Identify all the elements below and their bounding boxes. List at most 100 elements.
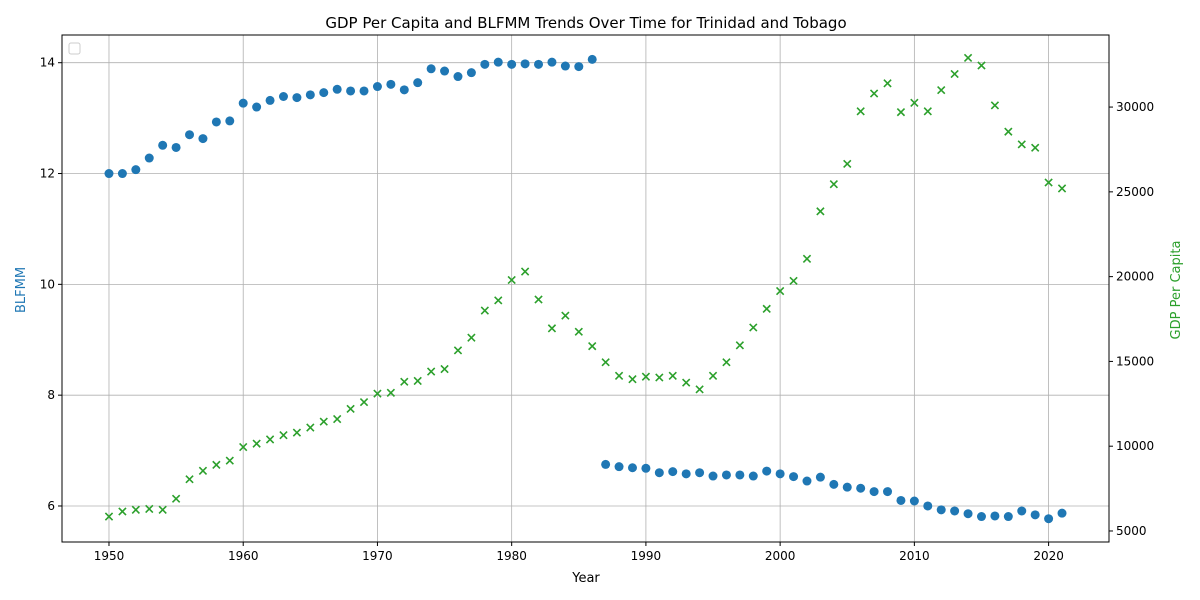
blfmm-point bbox=[1017, 506, 1027, 516]
blfmm-point bbox=[265, 95, 275, 105]
gdp-per-capita-point bbox=[400, 377, 409, 386]
blfmm-point bbox=[627, 463, 637, 473]
gdp-per-capita-point bbox=[655, 373, 664, 382]
x-tick-label: 1980 bbox=[496, 549, 527, 563]
gdp-per-capita-point bbox=[171, 494, 181, 503]
gdp-per-capita-point bbox=[118, 507, 127, 516]
gdp-per-capita-point bbox=[494, 296, 503, 305]
gdp-per-capita-point bbox=[413, 376, 422, 386]
y-left-tick-label: 6 bbox=[47, 499, 55, 513]
blfmm-point bbox=[923, 501, 933, 511]
gdp-per-capita-point bbox=[601, 358, 610, 367]
gdp-per-capita-point bbox=[923, 107, 932, 116]
gdp-per-capita-series bbox=[104, 53, 1067, 521]
gdp-per-capita-point bbox=[359, 397, 369, 407]
blfmm-point bbox=[211, 117, 221, 127]
gdp-per-capita-point bbox=[467, 333, 476, 342]
blfmm-point bbox=[748, 471, 758, 481]
gdp-per-capita-point bbox=[735, 341, 745, 350]
blfmm-point bbox=[560, 61, 570, 71]
gdp-per-capita-point bbox=[990, 101, 1000, 110]
gdp-per-capita-point bbox=[1004, 127, 1013, 136]
blfmm-point bbox=[171, 142, 181, 152]
gdp-per-capita-point bbox=[534, 295, 543, 304]
blfmm-point bbox=[654, 468, 664, 478]
blfmm-point bbox=[708, 471, 718, 481]
blfmm-point bbox=[346, 86, 356, 96]
blfmm-point bbox=[144, 153, 154, 163]
plot-frame bbox=[61, 34, 1110, 543]
gdp-per-capita-point bbox=[547, 324, 557, 333]
gdp-per-capita-point bbox=[346, 404, 355, 414]
gdp-per-capita-point bbox=[1017, 140, 1026, 149]
gdp-per-capita-point bbox=[789, 276, 798, 286]
blfmm-point bbox=[950, 506, 960, 516]
y-right-tick-label: 15000 bbox=[1116, 354, 1154, 368]
blfmm-series bbox=[104, 54, 1067, 524]
gdp-per-capita-point bbox=[292, 428, 302, 437]
y-axis-right: 5000 10000 15000 20000 25000 30000 bbox=[1109, 100, 1154, 538]
gdp-per-capita-point bbox=[937, 85, 946, 95]
gdp-per-capita-point bbox=[1031, 143, 1040, 152]
blfmm-point bbox=[332, 84, 342, 94]
blfmm-point bbox=[520, 59, 530, 69]
gdp-per-capita-point bbox=[198, 466, 208, 475]
blfmm-point bbox=[292, 93, 302, 103]
blfmm-point bbox=[480, 59, 490, 69]
blfmm-point bbox=[399, 85, 409, 95]
y-axis-right-label: GDP Per Capita bbox=[1169, 241, 1184, 340]
blfmm-point bbox=[735, 470, 745, 480]
legend-box bbox=[68, 42, 81, 55]
blfmm-point bbox=[225, 116, 235, 126]
gdp-per-capita-point bbox=[762, 304, 771, 314]
blfmm-point bbox=[238, 98, 248, 108]
gdp-per-capita-point bbox=[574, 327, 583, 336]
blfmm-point bbox=[534, 59, 544, 69]
blfmm-point bbox=[158, 140, 168, 150]
gdp-per-capita-point bbox=[480, 306, 489, 315]
gdp-per-capita-point bbox=[722, 358, 731, 367]
chart-title: GDP Per Capita and BLFMM Trends Over Tim… bbox=[325, 14, 846, 32]
blfmm-point bbox=[198, 134, 208, 144]
blfmm-point bbox=[305, 90, 315, 100]
y-left-tick-label: 8 bbox=[47, 388, 55, 402]
gdp-per-capita-point bbox=[682, 378, 691, 387]
gdp-per-capita-point bbox=[145, 504, 154, 514]
y-right-tick-label: 5000 bbox=[1116, 524, 1147, 538]
y-right-tick-label: 10000 bbox=[1116, 439, 1154, 453]
gdp-per-capita-point bbox=[1044, 178, 1053, 187]
y-left-tick-label: 14 bbox=[40, 56, 55, 70]
blfmm-point bbox=[668, 467, 678, 477]
gdp-per-capita-point bbox=[628, 375, 637, 384]
x-axis: 1950 1960 1970 1980 1990 2000 2010 2020 bbox=[94, 542, 1064, 563]
gdp-per-capita-point bbox=[453, 346, 463, 355]
blfmm-point bbox=[104, 169, 114, 179]
blfmm-point bbox=[493, 57, 503, 67]
gdp-per-capita-point bbox=[306, 423, 315, 432]
x-tick-label: 2010 bbox=[899, 549, 930, 563]
gdp-per-capita-point bbox=[775, 286, 785, 296]
blfmm-point bbox=[869, 487, 879, 497]
x-tick-label: 1990 bbox=[631, 549, 662, 563]
blfmm-point bbox=[278, 92, 288, 102]
gdp-per-capita-point bbox=[239, 442, 248, 452]
gdp-per-capita-point bbox=[212, 460, 221, 470]
gdp-per-capita-point bbox=[896, 107, 906, 117]
blfmm-point bbox=[252, 102, 262, 112]
gdp-per-capita-point bbox=[843, 159, 852, 169]
blfmm-point bbox=[976, 512, 986, 522]
blfmm-point bbox=[815, 472, 825, 482]
gdp-per-capita-point bbox=[252, 439, 261, 448]
blfmm-point bbox=[802, 476, 812, 486]
blfmm-point bbox=[1057, 508, 1067, 518]
gdp-per-capita-point bbox=[520, 267, 530, 276]
blfmm-point bbox=[963, 509, 973, 519]
blfmm-point bbox=[413, 78, 423, 88]
gdp-per-capita-point bbox=[816, 207, 825, 216]
blfmm-point bbox=[587, 54, 597, 64]
blfmm-point bbox=[1030, 510, 1040, 520]
blfmm-point bbox=[131, 165, 141, 175]
y-left-tick-label: 12 bbox=[40, 167, 55, 181]
gdp-per-capita-point bbox=[333, 414, 342, 424]
